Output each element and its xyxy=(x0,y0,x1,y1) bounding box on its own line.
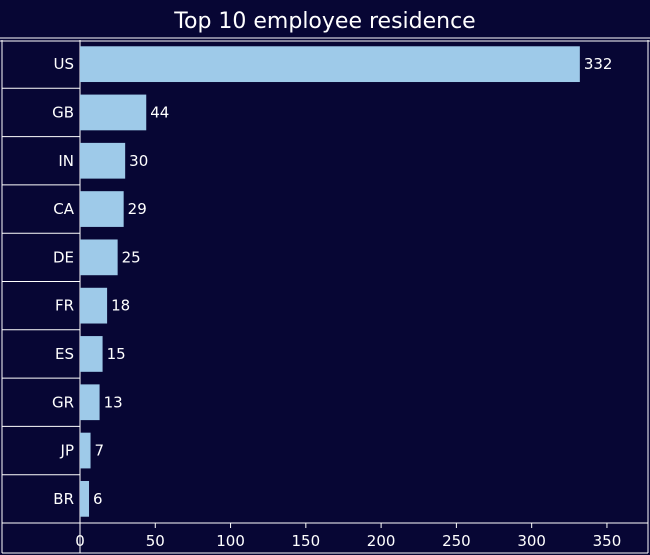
value-label: 6 xyxy=(93,490,103,508)
category-label: BR xyxy=(53,490,74,508)
x-tick-label: 250 xyxy=(442,532,471,550)
bar-gb xyxy=(80,94,147,131)
bar-ca xyxy=(80,191,124,227)
x-tick-label: 150 xyxy=(292,532,321,550)
category-label: CA xyxy=(53,200,74,218)
chart-rows: US 332 GB 44 IN 30 CA 29 DE 25 FR 18 ES 15 GR 13 JP 7 BR 6 xyxy=(2,46,613,517)
value-label: 332 xyxy=(584,55,613,73)
category-label: ES xyxy=(55,345,74,363)
category-label: IN xyxy=(58,152,74,170)
category-label: US xyxy=(53,55,74,73)
category-label: DE xyxy=(53,248,74,266)
bar-in xyxy=(80,142,126,179)
value-label: 13 xyxy=(104,393,123,411)
value-label: 44 xyxy=(150,103,169,121)
bar-us xyxy=(80,46,580,83)
category-label: JP xyxy=(60,442,74,460)
x-tick-label: 100 xyxy=(216,532,245,550)
bar-es xyxy=(80,336,103,372)
x-tick-label: 0 xyxy=(75,532,85,550)
x-tick-label: 50 xyxy=(146,532,165,550)
category-label: FR xyxy=(55,297,74,315)
chart-title: Top 10 employee residence xyxy=(173,9,475,34)
value-label: 30 xyxy=(129,152,148,170)
category-label: GB xyxy=(52,103,74,121)
bar-gr xyxy=(80,384,100,421)
category-label: GR xyxy=(52,393,74,411)
value-label: 18 xyxy=(111,297,130,315)
value-label: 25 xyxy=(122,248,141,266)
x-tick-label: 300 xyxy=(517,532,546,550)
x-tick-label: 350 xyxy=(593,532,622,550)
value-label: 15 xyxy=(107,345,126,363)
bar-fr xyxy=(80,287,108,324)
bar-jp xyxy=(80,432,91,469)
bar-br xyxy=(80,480,90,517)
x-axis: 0 50 100 150 200 250 300 350 xyxy=(75,523,621,550)
value-label: 7 xyxy=(95,442,105,460)
x-tick-label: 200 xyxy=(367,532,396,550)
bar-de xyxy=(80,239,118,276)
value-label: 29 xyxy=(128,200,147,218)
